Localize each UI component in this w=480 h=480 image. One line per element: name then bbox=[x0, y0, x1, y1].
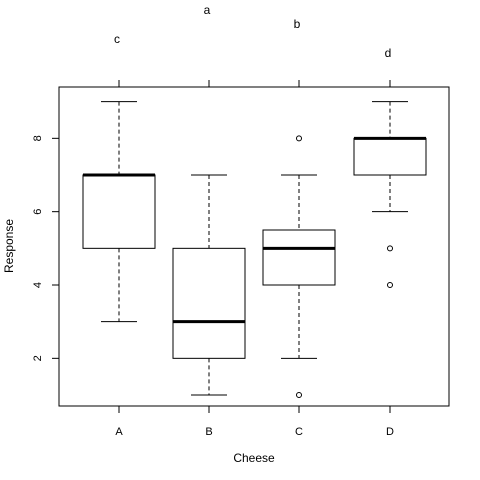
x-axis-label: Cheese bbox=[233, 451, 275, 465]
x-tick-label: A bbox=[115, 426, 123, 438]
iqr-box bbox=[262, 229, 336, 286]
group-letter-D: d bbox=[385, 46, 392, 60]
outlier-point bbox=[387, 245, 393, 252]
x-tick-label: B bbox=[205, 426, 212, 438]
y-tick-label: 6 bbox=[32, 209, 44, 215]
iqr-box bbox=[353, 137, 427, 176]
outlier-point bbox=[296, 135, 302, 142]
group-letter-A: c bbox=[114, 32, 120, 46]
group-letters: c a b d bbox=[114, 3, 391, 60]
group-letter-B: a bbox=[204, 3, 211, 17]
box-B bbox=[172, 174, 246, 396]
iqr-box bbox=[172, 247, 246, 359]
y-axis-label: Response bbox=[2, 219, 16, 273]
box-C bbox=[262, 135, 336, 398]
y-tick-label: 8 bbox=[32, 135, 44, 141]
plot-frame bbox=[58, 86, 450, 407]
box-series bbox=[82, 101, 427, 398]
box-D bbox=[353, 101, 427, 288]
y-tick-label: 2 bbox=[32, 355, 44, 361]
outlier-point bbox=[387, 282, 393, 288]
x-tick-label: C bbox=[295, 426, 303, 438]
group-letter-C: b bbox=[294, 17, 301, 31]
outlier-point bbox=[296, 392, 302, 398]
iqr-box bbox=[82, 174, 156, 249]
axis-ticks: 2 4 6 8 A B C D bbox=[32, 80, 394, 438]
box-A bbox=[82, 101, 156, 323]
y-tick-label: 4 bbox=[32, 282, 44, 288]
x-tick-label: D bbox=[386, 426, 394, 438]
